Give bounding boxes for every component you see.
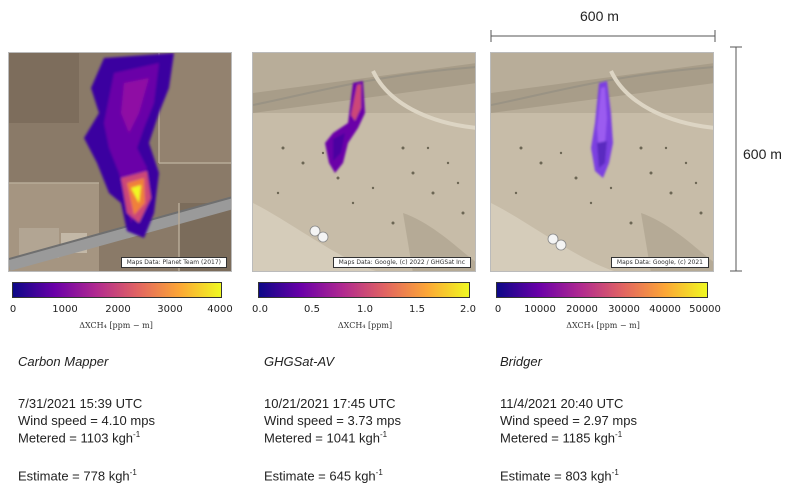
- unit-superscript: -1: [611, 468, 619, 477]
- colorbar-tick: 1.5: [409, 304, 425, 315]
- colorbar: [258, 282, 470, 298]
- colorbar-tick: 40000: [649, 304, 681, 315]
- colorbar-tick: 4000: [207, 304, 233, 315]
- metered-rate: Metered = 1103 kgh-1: [18, 430, 140, 445]
- metered-text: Metered = 1041 kgh: [264, 430, 380, 446]
- unit-superscript: -1: [129, 468, 137, 477]
- colorbar-tick: 1.0: [357, 304, 373, 315]
- wind-speed: Wind speed = 3.73 mps: [264, 413, 401, 428]
- estimate-text: Estimate = 803 kgh: [500, 468, 612, 484]
- colorbar-tick: 3000: [157, 304, 183, 315]
- colorbar-tick: 0: [494, 304, 502, 315]
- colorbar-tick: 0.5: [304, 304, 320, 315]
- panel-bridger: Maps Data: Google, (c) 2021 0 10000 2000…: [490, 0, 725, 495]
- metered-text: Metered = 1185 kgh: [500, 430, 616, 446]
- map-credit: Maps Data: Google, (c) 2022 / GHGSat Inc: [332, 257, 471, 268]
- instrument-name: GHGSat-AV: [264, 354, 335, 369]
- panel-carbon-mapper: Maps Data: Planet Team (2017) 0 1000 200…: [8, 0, 243, 495]
- colorbar-label: ΔXCH₄ [ppm − m]: [79, 321, 153, 330]
- colorbar-tick: 0.0: [252, 304, 268, 315]
- colorbar-tick: 0: [9, 304, 17, 315]
- observation-datetime: 10/21/2021 17:45 UTC: [264, 396, 396, 411]
- instrument-name: Bridger: [500, 354, 542, 369]
- colorbar-label: ΔXCH₄ [ppm − m]: [566, 321, 640, 330]
- unit-superscript: -1: [133, 430, 141, 439]
- metered-rate: Metered = 1041 kgh-1: [264, 430, 387, 445]
- satellite-image-ghgsat-av: Maps Data: Google, (c) 2022 / GHGSat Inc: [252, 52, 476, 272]
- estimate-rate: Estimate = 803 kgh-1: [500, 468, 619, 483]
- map-credit: Maps Data: Planet Team (2017): [120, 257, 227, 268]
- wind-speed: Wind speed = 2.97 mps: [500, 413, 637, 428]
- observation-datetime: 11/4/2021 20:40 UTC: [500, 396, 624, 411]
- wind-speed: Wind speed = 4.10 mps: [18, 413, 155, 428]
- observation-datetime: 7/31/2021 15:39 UTC: [18, 396, 143, 411]
- estimate-text: Estimate = 778 kgh: [18, 468, 130, 484]
- colorbar: [496, 282, 708, 298]
- colorbar-tick: 50000: [689, 304, 721, 315]
- colorbar-label: ΔXCH₄ [ppm]: [337, 321, 393, 330]
- instrument-name: Carbon Mapper: [18, 354, 109, 369]
- colorbar-tick: 2000: [105, 304, 131, 315]
- estimate-rate: Estimate = 778 kgh-1: [18, 468, 137, 483]
- metered-text: Metered = 1103 kgh: [18, 430, 134, 446]
- panel-ghgsat-av: Maps Data: Google, (c) 2022 / GHGSat Inc…: [252, 0, 487, 495]
- colorbar-tick: 1000: [52, 304, 78, 315]
- metered-rate: Metered = 1185 kgh-1: [500, 430, 622, 445]
- estimate-rate: Estimate = 645 kgh-1: [264, 468, 383, 483]
- colorbar-tick: 30000: [608, 304, 640, 315]
- horizontal-scale-bar: [490, 30, 716, 42]
- unit-superscript: -1: [615, 430, 623, 439]
- unit-superscript: -1: [380, 430, 388, 439]
- vertical-scale-label: 600 m: [743, 146, 782, 162]
- colorbar-tick: 20000: [566, 304, 598, 315]
- satellite-image-bridger: Maps Data: Google, (c) 2021: [490, 52, 714, 272]
- colorbar-tick: 10000: [524, 304, 556, 315]
- colorbar-tick: 2.0: [460, 304, 476, 315]
- satellite-image-carbon-mapper: Maps Data: Planet Team (2017): [8, 52, 232, 272]
- horizontal-scale-label: 600 m: [580, 8, 619, 24]
- colorbar: [12, 282, 222, 298]
- estimate-text: Estimate = 645 kgh: [264, 468, 376, 484]
- unit-superscript: -1: [375, 468, 383, 477]
- vertical-scale-bar: [730, 46, 742, 272]
- map-credit: Maps Data: Google, (c) 2021: [610, 257, 709, 268]
